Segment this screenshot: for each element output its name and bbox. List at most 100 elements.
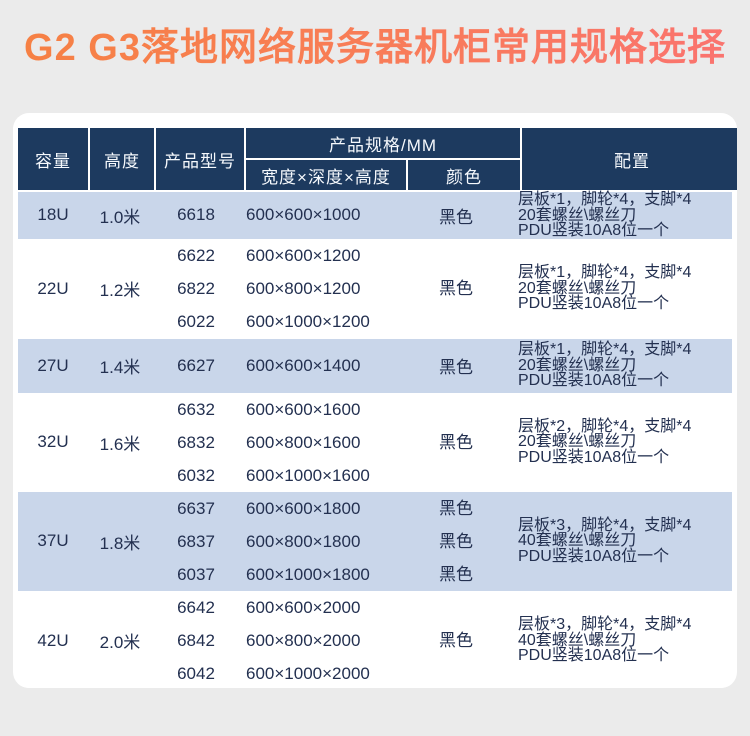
header-height: 高度 bbox=[90, 128, 154, 190]
model-number: 6042 bbox=[177, 664, 215, 683]
size-spec: 600×1000×1800 bbox=[246, 564, 370, 584]
table-row: 32U 1.6米 6632 6832 6032 600×600×1600 600×80… bbox=[18, 392, 732, 492]
cell-height: 1.6米 bbox=[99, 434, 141, 454]
cell-config: 层板*1，脚轮*4，支脚*4 20套螺丝\螺丝刀 PDU竖装10A8位一个 bbox=[512, 339, 732, 393]
cell-capacity: 42U bbox=[37, 630, 69, 650]
size-spec: 600×800×2000 bbox=[246, 631, 361, 650]
size-spec: 600×1000×1200 bbox=[246, 312, 370, 331]
cell-capacity: 22U bbox=[37, 278, 69, 298]
cell-capacity: 32U bbox=[37, 432, 69, 451]
cell-height: 1.2米 bbox=[99, 281, 141, 300]
cell-height: 1.0米 bbox=[99, 207, 141, 227]
cell-size: 600×600×1400 bbox=[240, 339, 400, 393]
config-line: PDU竖装10A8位一个 bbox=[518, 647, 670, 665]
header-spec-group: 产品规格/MM bbox=[246, 128, 520, 158]
model-number: 6822 bbox=[177, 279, 215, 298]
table-row: 27U 1.4米 6627 600×600×1400 黑色 层板*1，脚轮*4，… bbox=[18, 338, 732, 393]
size-spec: 600×600×1600 bbox=[246, 399, 361, 419]
cell-height: 1.8米 bbox=[99, 533, 141, 553]
color-value: 黑色 bbox=[439, 207, 473, 227]
header-config: 配置 bbox=[522, 128, 737, 190]
size-spec: 600×800×1200 bbox=[246, 279, 361, 298]
cell-height: 2.0米 bbox=[99, 633, 141, 652]
config-line: 20套螺丝\螺丝刀 bbox=[518, 279, 637, 297]
model-number: 6618 bbox=[177, 205, 215, 225]
color-value: 黑色 bbox=[439, 432, 473, 452]
size-spec: 600×600×1200 bbox=[246, 246, 361, 265]
cell-config: 层板*3，脚轮*4，支脚*4 40套螺丝\螺丝刀 PDU竖装10A8位一个 bbox=[512, 492, 732, 591]
size-spec: 600×800×1800 bbox=[246, 531, 361, 551]
table-body: 18U 1.0米 6618 600×600×1000 黑色 层板*1，脚轮*4，… bbox=[18, 192, 732, 688]
cell-size: 600×600×1200 600×800×1200 600×1000×1200 bbox=[240, 239, 400, 339]
header-spec-color: 颜色 bbox=[408, 160, 520, 190]
config-line: 层板*2，脚轮*4，支脚*4 bbox=[518, 417, 692, 435]
cell-capacity: 37U bbox=[37, 531, 69, 550]
cell-color: 黑色 bbox=[400, 192, 512, 239]
model-number: 6627 bbox=[177, 355, 215, 375]
size-spec: 600×1000×2000 bbox=[246, 664, 370, 683]
size-spec: 600×600×1800 bbox=[246, 498, 361, 518]
header-spec-size: 宽度×深度×高度 bbox=[246, 160, 406, 190]
size-spec: 600×1000×1600 bbox=[246, 465, 370, 485]
cell-model: 6618 bbox=[152, 192, 240, 239]
size-spec: 600×600×1400 bbox=[246, 355, 361, 375]
config-line: 层板*1，脚轮*4，支脚*4 bbox=[518, 341, 692, 359]
color-value: 黑色 bbox=[439, 631, 473, 650]
model-number: 6837 bbox=[177, 531, 215, 551]
cell-size: 600×600×1800 600×800×1800 600×1000×1800 bbox=[240, 492, 400, 591]
config-line: 40套螺丝\螺丝刀 bbox=[518, 631, 637, 649]
config-line: 层板*1，脚轮*4，支脚*4 bbox=[518, 264, 692, 282]
cell-model: 6632 6832 6032 bbox=[152, 393, 240, 492]
model-number: 6037 bbox=[177, 564, 215, 584]
config-line: 20套螺丝\螺丝刀 bbox=[518, 433, 637, 451]
cell-model: 6642 6842 6042 bbox=[152, 591, 240, 689]
model-number: 6032 bbox=[177, 465, 215, 485]
table-header: 容量 高度 产品型号 产品规格/MM 宽度×深度×高度 颜色 配置 bbox=[18, 128, 737, 190]
cell-model: 6637 6837 6037 bbox=[152, 492, 240, 591]
config-line: PDU竖装10A8位一个 bbox=[518, 372, 670, 390]
model-number: 6832 bbox=[177, 432, 215, 452]
color-value: 黑色 bbox=[439, 358, 473, 377]
config-line: 40套螺丝\螺丝刀 bbox=[518, 532, 637, 550]
model-number: 6637 bbox=[177, 498, 215, 518]
cell-color: 黑色 黑色 黑色 bbox=[400, 492, 512, 591]
config-line: 层板*3，脚轮*4，支脚*4 bbox=[518, 616, 692, 634]
config-line: PDU竖装10A8位一个 bbox=[518, 295, 670, 313]
cell-config: 层板*3，脚轮*4，支脚*4 40套螺丝\螺丝刀 PDU竖装10A8位一个 bbox=[512, 591, 732, 689]
table-row: 22U 1.2米 6622 6822 6022 600×600×1200 600×80… bbox=[18, 238, 732, 339]
page-title: G2 G3落地网络服务器机柜常用规格选择 bbox=[0, 24, 750, 72]
color-value: 黑色 bbox=[439, 279, 473, 298]
size-spec: 600×600×1000 bbox=[246, 205, 361, 225]
model-number: 6622 bbox=[177, 246, 215, 265]
model-number: 6022 bbox=[177, 312, 215, 331]
config-line: 层板*3，脚轮*4，支脚*4 bbox=[518, 516, 692, 534]
config-line: PDU竖装10A8位一个 bbox=[518, 222, 670, 239]
config-line: 20套螺丝\螺丝刀 bbox=[518, 206, 637, 224]
color-value: 黑色 bbox=[439, 531, 473, 551]
cell-model: 6622 6822 6022 bbox=[152, 239, 240, 339]
table-row: 42U 2.0米 6642 6842 6042 600×600×2000 600×80… bbox=[18, 590, 732, 689]
cell-capacity: 18U bbox=[37, 205, 69, 225]
config-line: 层板*1，脚轮*4，支脚*4 bbox=[518, 191, 692, 208]
model-number: 6642 bbox=[177, 598, 215, 617]
color-value: 黑色 bbox=[439, 564, 473, 584]
cell-color: 黑色 bbox=[400, 239, 512, 339]
size-spec: 600×600×2000 bbox=[246, 598, 361, 617]
cell-size: 600×600×1000 bbox=[240, 192, 400, 239]
cell-size: 600×600×1600 600×800×1600 600×1000×1600 bbox=[240, 393, 400, 492]
cell-config: 层板*2，脚轮*4，支脚*4 20套螺丝\螺丝刀 PDU竖装10A8位一个 bbox=[512, 393, 732, 492]
cell-config: 层板*1，脚轮*4，支脚*4 20套螺丝\螺丝刀 PDU竖装10A8位一个 bbox=[512, 192, 732, 239]
config-line: PDU竖装10A8位一个 bbox=[518, 448, 670, 466]
header-model: 产品型号 bbox=[156, 128, 244, 190]
config-line: 20套螺丝\螺丝刀 bbox=[518, 356, 637, 374]
cell-size: 600×600×2000 600×800×2000 600×1000×2000 bbox=[240, 591, 400, 689]
cell-model: 6627 bbox=[152, 339, 240, 393]
config-line: PDU竖装10A8位一个 bbox=[518, 547, 670, 565]
cell-config: 层板*1，脚轮*4，支脚*4 20套螺丝\螺丝刀 PDU竖装10A8位一个 bbox=[512, 239, 732, 339]
spec-card: 容量 高度 产品型号 产品规格/MM 宽度×深度×高度 颜色 配置 18U 1.… bbox=[13, 113, 737, 688]
color-value: 黑色 bbox=[439, 498, 473, 518]
cell-color: 黑色 bbox=[400, 339, 512, 393]
size-spec: 600×800×1600 bbox=[246, 432, 361, 452]
table-row: 18U 1.0米 6618 600×600×1000 黑色 层板*1，脚轮*4，… bbox=[18, 192, 732, 239]
cell-color: 黑色 bbox=[400, 393, 512, 492]
